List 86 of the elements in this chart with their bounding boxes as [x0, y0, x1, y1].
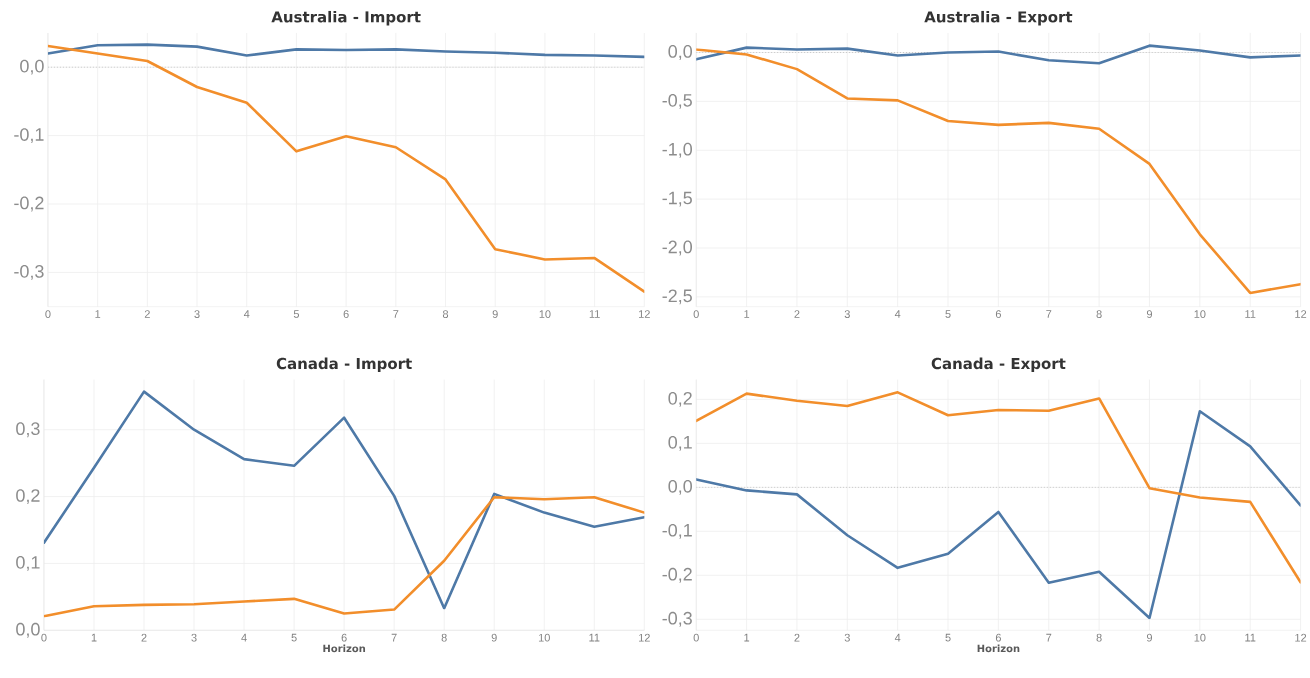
y-tick-label: -0,3: [662, 611, 692, 627]
x-tick-label: 10: [539, 310, 551, 318]
y-tick-label: 0,2: [668, 391, 692, 407]
y-tick-label: -0,1: [662, 523, 692, 539]
chart-title: Australia - Import: [271, 10, 421, 26]
x-tick-label: 6: [343, 310, 349, 318]
x-tick-label: 12: [1295, 310, 1307, 318]
x-tick-label: 2: [141, 633, 147, 642]
x-tick-label: 4: [241, 633, 247, 642]
y-tick-label: -1,0: [662, 142, 693, 158]
x-tick-label: 10: [1194, 633, 1206, 642]
y-tick-label: -0,2: [14, 196, 44, 212]
y-tick-label: -1,5: [662, 191, 692, 207]
y-tick-label: -0,5: [662, 93, 692, 109]
x-tick-label: 3: [191, 633, 197, 642]
x-tick-label: 6: [995, 310, 1001, 318]
line-series: [47, 43, 645, 59]
y-tick-label: -0,3: [14, 264, 44, 280]
y-tick-label: 0,1: [668, 435, 692, 451]
x-tick-label: 8: [1096, 633, 1102, 642]
x-tick-label: 10: [538, 633, 550, 642]
x-tick-label: 2: [144, 310, 150, 318]
x-tick-label: 11: [589, 633, 600, 642]
x-tick-label: 12: [639, 633, 650, 642]
x-axis-title: Horizon: [977, 644, 1020, 653]
x-tick-label: 11: [1245, 310, 1256, 318]
x-tick-label: 3: [844, 310, 850, 318]
x-tick-label: 11: [589, 310, 600, 318]
line-series: [43, 390, 645, 610]
x-tick-label: 4: [243, 310, 250, 318]
x-tick-label: 3: [844, 633, 850, 642]
x-tick-label: 9: [1146, 310, 1153, 318]
x-tick-label: 9: [491, 633, 497, 642]
y-tick-label: 0,0: [668, 479, 693, 495]
x-tick-label: 8: [442, 310, 449, 318]
x-tick-label: 1: [91, 633, 97, 642]
y-tick-label: -0,2: [662, 567, 692, 583]
line-series: [696, 390, 1301, 584]
y-tick-label: -2,5: [662, 289, 692, 305]
x-tick-label: 6: [995, 633, 1001, 642]
x-tick-label: 0: [693, 633, 699, 642]
y-tick-label: 0,0: [668, 44, 693, 60]
x-tick-label: 5: [291, 633, 297, 642]
y-tick-label: 0,0: [16, 622, 40, 638]
y-tick-label: 0,2: [16, 489, 40, 504]
line-series: [43, 495, 645, 618]
x-tick-label: 4: [894, 633, 901, 642]
chart-title: Canada - Import: [276, 357, 412, 372]
y-tick-label: -0,1: [14, 128, 44, 143]
line-series: [47, 44, 645, 293]
x-tick-label: 7: [1046, 310, 1052, 318]
line-series: [696, 48, 1301, 295]
x-tick-label: 2: [794, 633, 800, 642]
x-tick-label: 3: [194, 310, 200, 318]
x-tick-label: 1: [744, 633, 750, 642]
y-tick-label: 0,1: [16, 555, 40, 571]
line-series: [696, 409, 1301, 620]
x-tick-label: 5: [945, 633, 951, 642]
x-tick-label: 9: [1146, 633, 1153, 642]
x-tick-label: 1: [744, 310, 750, 318]
x-tick-label: 2: [794, 310, 800, 318]
x-tick-label: 4: [894, 310, 901, 318]
x-tick-label: 0: [41, 633, 47, 642]
x-tick-label: 1: [95, 310, 101, 318]
y-tick-label: -2,0: [662, 240, 693, 256]
x-axis-title: Horizon: [323, 644, 366, 653]
x-tick-label: 11: [1245, 633, 1256, 642]
chart-title: Australia - Export: [924, 10, 1073, 26]
x-tick-label: 9: [492, 310, 498, 318]
line-series: [696, 44, 1301, 65]
x-tick-label: 7: [393, 310, 399, 318]
x-tick-label: 7: [391, 633, 397, 642]
x-tick-label: 5: [293, 310, 300, 318]
x-tick-label: 5: [945, 310, 951, 318]
y-tick-label: 0,0: [20, 59, 44, 75]
chart-title: Canada - Export: [931, 357, 1066, 372]
x-tick-label: 0: [45, 310, 51, 318]
x-tick-label: 6: [341, 633, 347, 642]
x-tick-label: 0: [693, 310, 699, 318]
x-tick-label: 8: [441, 633, 447, 642]
x-tick-label: 12: [1295, 633, 1307, 642]
y-tick-label: 0,3: [16, 422, 40, 438]
x-tick-label: 10: [1194, 310, 1206, 318]
x-tick-label: 8: [1096, 310, 1102, 318]
x-tick-label: 7: [1046, 633, 1052, 642]
x-tick-label: 12: [639, 310, 650, 318]
